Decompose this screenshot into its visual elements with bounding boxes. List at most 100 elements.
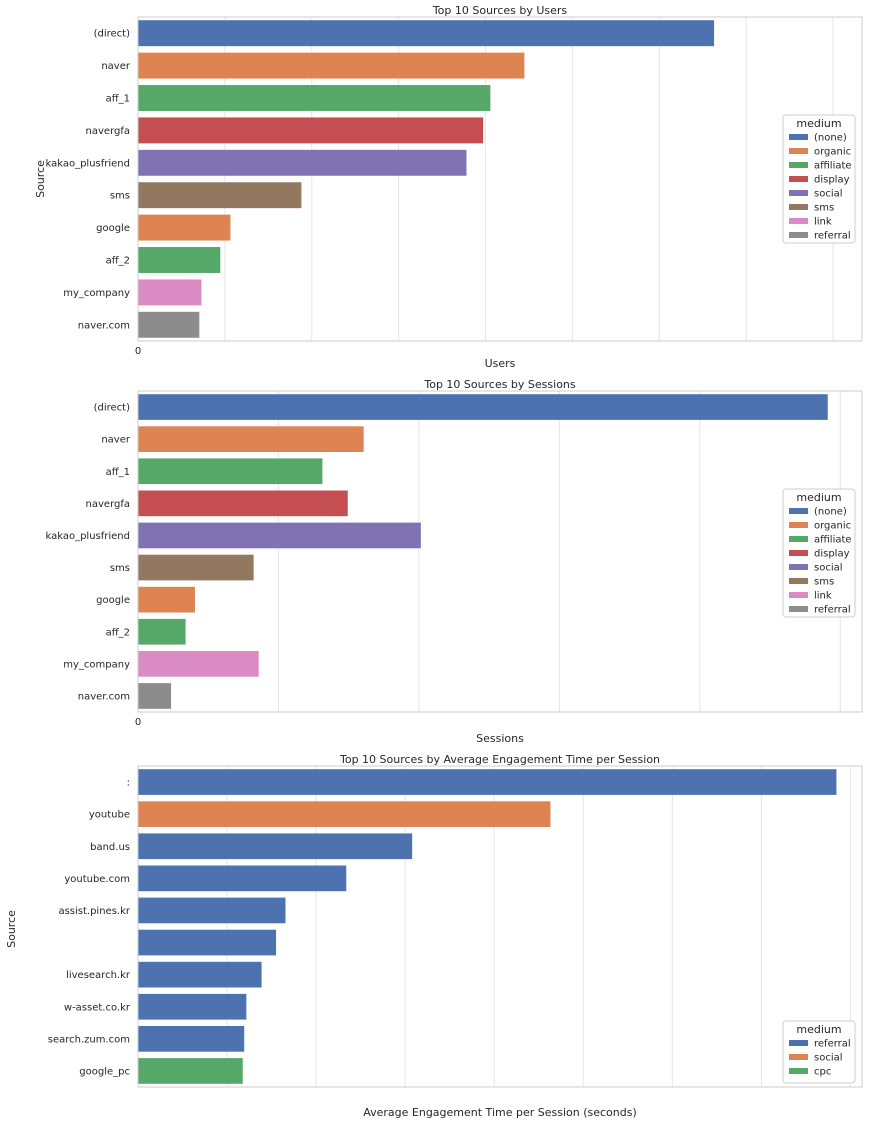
y-tick-label: (direct): [94, 403, 130, 414]
legend-label: referral: [814, 1039, 851, 1050]
bar-1: [138, 394, 828, 420]
legend-swatch: [789, 592, 808, 598]
x-axis-label: Users: [485, 357, 516, 370]
y-tick-label: my_company: [63, 659, 130, 670]
legend-label: cpc: [814, 1067, 831, 1078]
y-tick-label: aff_1: [106, 94, 130, 105]
chart-title: Top 10 Sources by Average Engagement Tim…: [339, 753, 660, 766]
x-axis-label: Average Engagement Time per Session (sec…: [363, 1106, 637, 1119]
chart-title: Top 10 Sources by Sessions: [423, 378, 576, 391]
bar-2: [138, 426, 364, 452]
y-tick-label: my_company: [63, 288, 130, 299]
chart-panel-1: (direct) naver aff_1 navergfa kakao_plusfrie…: [34, 4, 863, 370]
y-tick-label: navergfa: [86, 126, 130, 137]
plot-frame: [137, 390, 863, 713]
bar-4: [138, 490, 348, 517]
bar-9: [138, 279, 202, 306]
legend-swatch: [789, 148, 808, 154]
x-axis-label: Sessions: [476, 732, 524, 745]
legend-label: (none): [814, 507, 847, 518]
bar-6: [138, 182, 302, 209]
legend-label: organic: [814, 147, 851, 158]
legend-swatch: [789, 550, 808, 556]
bar-5: [138, 149, 467, 176]
legend-label: social: [814, 1053, 843, 1064]
legend-title: medium: [796, 491, 841, 504]
legend-label: affiliate: [814, 535, 852, 546]
legend-swatch: [789, 508, 808, 514]
bar-6: [138, 554, 254, 581]
bar-5: [138, 522, 421, 549]
legend-label: organic: [814, 521, 851, 532]
bar-10: [138, 311, 200, 338]
legend-swatch: [789, 218, 808, 224]
y-tick-label: youtube.com: [64, 874, 130, 885]
legend-label: social: [814, 563, 843, 574]
legend-box: [782, 488, 856, 618]
y-tick-label: aff_1: [106, 467, 130, 478]
y-tick-label: naver.com: [78, 691, 130, 702]
y-tick-label: aff_2: [106, 256, 130, 267]
chart-title: Top 10 Sources by Users: [432, 4, 568, 17]
bar-10: [138, 1058, 243, 1084]
legend: medium (none) organic affiliate display socia…: [782, 488, 856, 618]
legend-label: affiliate: [814, 161, 852, 172]
y-tick-label: assist.pines.kr: [58, 906, 130, 917]
y-tick-label: naver.com: [78, 320, 130, 331]
y-tick-label: aff_2: [106, 627, 130, 638]
bar-10: [138, 683, 172, 709]
legend-label: (none): [814, 133, 847, 144]
legend-swatch: [789, 564, 808, 570]
y-axis-label: Source: [34, 160, 47, 198]
y-axis-label: Source: [5, 910, 18, 948]
legend-title: medium: [796, 1023, 841, 1036]
plot-frame: [137, 16, 863, 342]
x-tick-label: 0: [135, 346, 141, 357]
bar-7: [138, 586, 195, 613]
legend-title: medium: [796, 117, 841, 130]
legend-label: referral: [814, 231, 851, 242]
bar-3: [138, 458, 323, 485]
bar-8: [138, 993, 247, 1020]
y-tick-label: kakao_plusfriend: [45, 158, 130, 169]
legend-label: display: [814, 175, 850, 186]
legend-swatch: [789, 578, 808, 584]
bar-2: [138, 801, 551, 827]
bar-9: [138, 1026, 245, 1052]
legend-label: link: [814, 591, 832, 602]
legend: medium (none) organic affiliate display socia…: [782, 114, 856, 244]
bar-7: [138, 214, 231, 241]
y-tick-label: band.us: [90, 842, 130, 853]
y-tick-label: naver: [101, 435, 131, 446]
y-tick-label: navergfa: [86, 499, 130, 510]
legend-swatch: [789, 1068, 808, 1074]
y-tick-label: kakao_plusfriend: [45, 531, 130, 542]
y-tick-label: sms: [110, 563, 130, 574]
legend-swatch: [789, 522, 808, 528]
y-tick-label: google: [96, 223, 130, 234]
y-tick-label: youtube: [89, 810, 130, 821]
chart-panel-2: (direct) naver aff_1 navergfa kakao_plusfrie…: [45, 378, 863, 745]
y-tick-label: google_pc: [79, 1066, 130, 1077]
legend-label: link: [814, 217, 832, 228]
legend-swatch: [789, 232, 808, 238]
y-tick-label: google: [96, 595, 130, 606]
legend-label: referral: [814, 605, 851, 616]
bar-9: [138, 651, 259, 677]
bar-4: [138, 117, 484, 144]
y-tick-label: livesearch.kr: [66, 970, 131, 981]
legend-swatch: [789, 204, 808, 210]
x-tick-label: 0: [135, 717, 141, 728]
legend-label: social: [814, 189, 843, 200]
bar-8: [138, 247, 221, 273]
y-tick-label: sms: [110, 191, 130, 202]
legend-swatch: [789, 1040, 808, 1046]
y-tick-label: w-asset.co.kr: [64, 1002, 131, 1013]
legend-label: display: [814, 549, 850, 560]
legend-swatch: [789, 162, 808, 168]
legend-label: sms: [814, 577, 834, 588]
legend-box: [782, 114, 856, 244]
chart-panel-3: : youtube band.us youtube.com assist.pines.k…: [5, 753, 863, 1119]
legend-swatch: [789, 536, 808, 542]
